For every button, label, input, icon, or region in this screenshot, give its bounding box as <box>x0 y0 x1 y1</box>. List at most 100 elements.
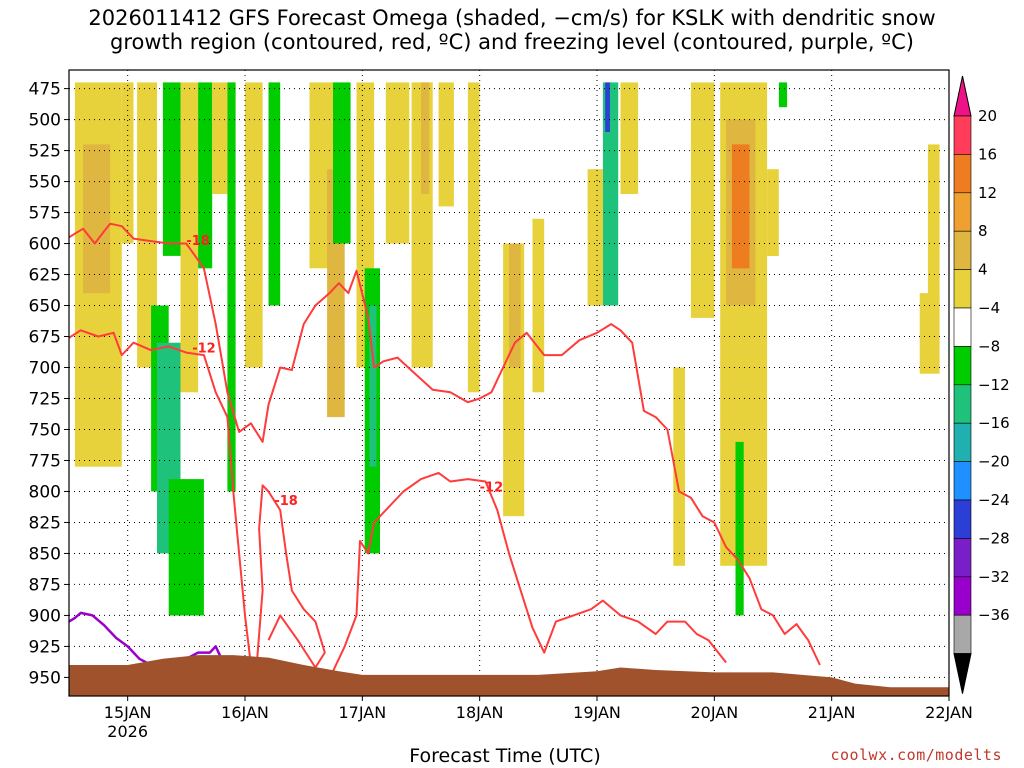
colorbar-bin <box>953 346 972 386</box>
colorbar-bin <box>953 614 972 654</box>
chart-title: 2026011412 GFS Forecast Omega (shaded, −… <box>0 6 1024 54</box>
y-tick-label: 525 <box>29 142 61 162</box>
x-tick-label: 15JAN <box>104 703 152 722</box>
dgz-contour-label: -18 <box>274 494 298 509</box>
omega-cell <box>919 293 940 374</box>
title-line-1: 2026011412 GFS Forecast Omega (shaded, −… <box>88 6 936 30</box>
site-credit[interactable]: coolwx.com/modelts <box>830 746 1002 764</box>
y-tick-label: 600 <box>29 235 61 255</box>
y-tick-label: 550 <box>29 173 61 193</box>
colorbar-level-label: 8 <box>978 222 988 240</box>
omega-cell <box>162 82 181 256</box>
colorbar-level-label: −28 <box>978 529 1010 547</box>
omega-cell <box>532 218 545 393</box>
colorbar-bin <box>953 230 972 270</box>
omega-cell <box>121 82 134 244</box>
y-tick-label: 925 <box>29 637 61 657</box>
terrain-layer <box>69 655 949 696</box>
x-tick-label: 16JAN <box>221 703 269 722</box>
x-tick-label: 18JAN <box>456 703 504 722</box>
dgz-contour-line <box>255 484 326 669</box>
plot-frame <box>68 69 950 697</box>
pressure-axis: 475 500 525 550 575 600 625 650 675 700 725 750 775 8… <box>29 80 69 688</box>
y-tick-label: 575 <box>29 204 61 224</box>
colorbar-level-label: −4 <box>978 299 1000 317</box>
y-tick-label: 750 <box>29 420 61 440</box>
omega-cell <box>212 82 228 194</box>
colorbar-bin <box>953 461 972 501</box>
freezing-level-contour <box>69 611 223 667</box>
y-tick-label: 850 <box>29 544 61 564</box>
omega-cell <box>927 144 940 306</box>
omega-cell <box>673 367 685 566</box>
dgz-contour-label: -12 <box>480 481 504 496</box>
y-tick-label: 675 <box>29 328 61 348</box>
omega-cell <box>227 82 236 492</box>
contour-labels: -18 -12 -18 -12 <box>186 234 503 509</box>
colorbar-bin <box>953 422 972 462</box>
omega-cell <box>467 82 480 393</box>
omega-cell <box>180 82 199 393</box>
omega-colorbar: 20 16 12 8 4 −4 −8 −12 −16 −20 −24 −28 −32 −36 <box>953 75 1010 694</box>
dgz-contour-label: -18 <box>186 234 210 249</box>
colorbar-level-label: −32 <box>978 568 1010 586</box>
x-tick-label: 17JAN <box>338 703 386 722</box>
colorbar-level-label: −12 <box>978 376 1010 394</box>
omega-cell <box>369 305 377 467</box>
omega-cell <box>83 144 111 294</box>
omega-cell <box>198 82 213 269</box>
omega-cell <box>731 144 750 269</box>
omega-cell <box>602 82 619 306</box>
colorbar-level-label: 4 <box>978 261 988 279</box>
colorbar-bin <box>953 576 972 616</box>
colorbar-bin <box>953 499 972 539</box>
y-tick-label: 825 <box>29 513 61 533</box>
colorbar-level-label: −16 <box>978 414 1010 432</box>
dgz-contour-line <box>69 222 821 666</box>
colorbar-bin <box>953 538 972 578</box>
colorbar-bin <box>953 154 972 194</box>
y-tick-label: 950 <box>29 668 61 688</box>
y-tick-label: 875 <box>29 575 61 595</box>
y-tick-label: 775 <box>29 451 61 471</box>
y-tick-label: 625 <box>29 266 61 286</box>
y-tick-label: 500 <box>29 111 61 131</box>
omega-cell <box>137 82 157 368</box>
y-tick-label: 650 <box>29 297 61 317</box>
dgz-contour-line <box>69 329 252 666</box>
omega-shading-layer <box>74 82 940 616</box>
dendritic-growth-contours <box>69 222 821 672</box>
omega-cell <box>605 82 610 132</box>
colorbar-bottom-triangle <box>953 653 972 694</box>
y-tick-label: 800 <box>29 482 61 502</box>
x-tick-label: 21JAN <box>808 703 856 722</box>
omega-cell <box>385 82 410 244</box>
colorbar-level-label: 16 <box>978 145 997 163</box>
omega-cell <box>333 82 351 244</box>
omega-cell <box>168 479 204 616</box>
colorbar-bin <box>953 384 972 424</box>
x-tick-label: 22JAN <box>925 703 973 722</box>
freezing-level-line <box>69 611 223 667</box>
terrain-fill <box>69 655 949 696</box>
x-tick-year-label: 2026 <box>107 722 148 741</box>
colorbar-bin <box>953 192 972 232</box>
colorbar-level-label: 12 <box>978 184 997 202</box>
y-tick-label: 475 <box>29 80 61 100</box>
x-tick-label: 20JAN <box>690 703 738 722</box>
x-tick-label: 19JAN <box>573 703 621 722</box>
colorbar-level-label: −36 <box>978 606 1010 624</box>
colorbar-level-label: −24 <box>978 491 1010 509</box>
colorbar-level-label: −20 <box>978 453 1010 471</box>
omega-cell <box>767 169 779 256</box>
y-tick-label: 900 <box>29 606 61 626</box>
y-tick-label: 725 <box>29 389 61 409</box>
y-tick-label: 700 <box>29 359 61 379</box>
colorbar-level-label: 20 <box>978 107 997 125</box>
omega-cell <box>268 82 281 306</box>
colorbar-bin <box>953 307 972 347</box>
colorbar-level-label: −8 <box>978 337 1000 355</box>
colorbar-bin <box>953 269 972 309</box>
